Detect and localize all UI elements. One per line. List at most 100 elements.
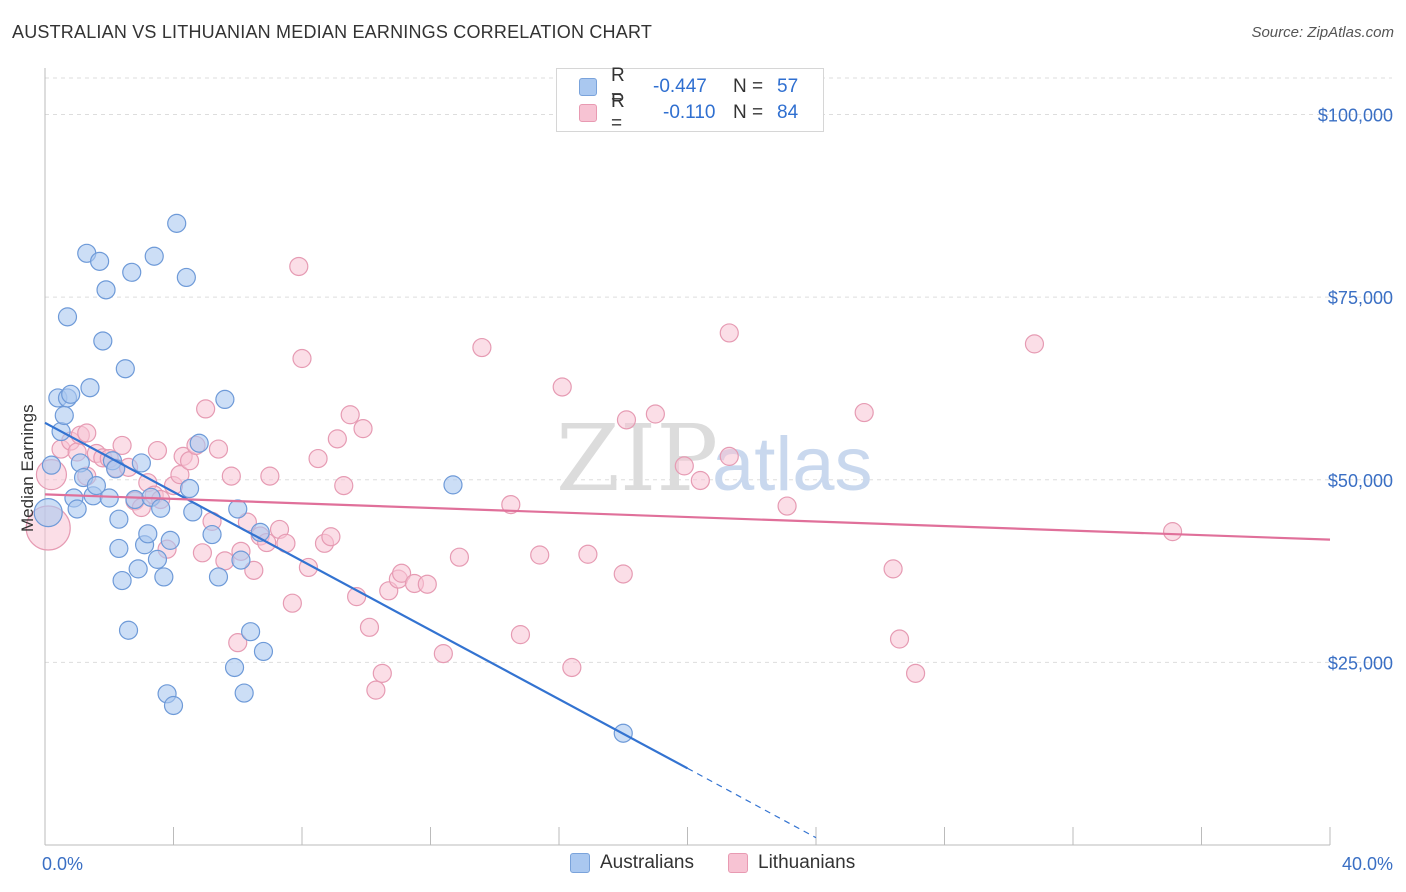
australians-point xyxy=(109,538,129,559)
lithuanians-point xyxy=(449,547,470,567)
x-tick-label: 40.0% xyxy=(1342,854,1393,874)
australians-point xyxy=(234,683,254,703)
lithuanians-point xyxy=(112,435,132,456)
lithuanians-point xyxy=(501,494,521,515)
lithuanians-swatch xyxy=(728,853,748,873)
australians-point xyxy=(109,509,129,529)
legend-label: Australians xyxy=(600,852,694,873)
lithuanians-point xyxy=(1024,334,1045,354)
lithuanians-point xyxy=(777,496,797,516)
australians-point xyxy=(215,389,235,410)
stats-row-australians: R = -0.447 N = 57 xyxy=(579,65,799,108)
axis-layer xyxy=(44,68,1331,846)
australians-point xyxy=(189,433,209,453)
australians-point xyxy=(33,498,63,528)
australians-point xyxy=(228,499,248,519)
australians-point xyxy=(125,489,145,510)
legend-item-australians[interactable]: Australians xyxy=(570,852,694,874)
n-value: 84 xyxy=(777,102,799,123)
lithuanians-point xyxy=(327,429,347,449)
stats-legend: R = -0.447 N = 57 R = -0.110 N = 84 xyxy=(556,65,824,134)
australians-point xyxy=(138,524,158,544)
australians-point xyxy=(80,378,100,398)
lithuanians-point xyxy=(282,593,302,613)
australians-point xyxy=(54,405,74,426)
australians-point xyxy=(163,695,184,716)
watermark-atlas: atlas xyxy=(712,422,873,507)
lithuanians-point xyxy=(530,545,550,565)
lithuanians-point xyxy=(292,348,312,369)
y-tick-label: $50,000 xyxy=(1328,471,1393,491)
r-value: -0.110 xyxy=(663,102,716,123)
stats-row-lithuanians: R = -0.110 N = 84 xyxy=(579,91,799,134)
lithuanians-point xyxy=(359,617,380,637)
australians-point xyxy=(57,307,78,327)
australians-point xyxy=(160,530,180,550)
legend-item-lithuanians[interactable]: Lithuanians xyxy=(728,852,855,874)
australians-point xyxy=(144,246,164,266)
australians-point xyxy=(151,498,171,518)
australians-swatch xyxy=(579,78,597,96)
lithuanians-swatch xyxy=(579,104,597,122)
lithuanians-point xyxy=(366,680,386,700)
lithuanians-point xyxy=(192,543,213,563)
lithuanians-point xyxy=(340,405,360,425)
lithuanians-point xyxy=(645,404,665,424)
lithuanians-point xyxy=(472,337,492,358)
australians-point xyxy=(41,455,62,475)
lithuanians-point xyxy=(719,323,739,343)
australians-point xyxy=(208,567,229,587)
lithuanians-point xyxy=(215,551,235,571)
r-value: -0.447 xyxy=(653,76,707,97)
lithuanians-point xyxy=(552,377,572,397)
australians-trend-extension xyxy=(687,767,817,839)
lithuanians-point xyxy=(578,544,598,564)
n-label: N = xyxy=(733,102,764,123)
lithuanians-trend-line xyxy=(44,493,1331,541)
legend-label: Lithuanians xyxy=(758,852,856,873)
lithuanians-point xyxy=(1162,522,1183,542)
australians-points xyxy=(33,213,633,743)
lithuanians-point xyxy=(334,476,354,496)
n-value: 57 xyxy=(777,76,799,97)
australians-point xyxy=(179,478,200,499)
australians-point xyxy=(154,567,174,587)
y-tick-label: $100,000 xyxy=(1318,106,1393,126)
australians-point xyxy=(253,641,274,662)
tick-labels: $25,000 $50,000 $75,000 $100,000 0.0% 40.0% xyxy=(42,106,1393,874)
australians-point xyxy=(122,262,142,282)
lithuanians-point xyxy=(690,470,710,491)
lithuanians-point xyxy=(510,625,531,645)
australians-point xyxy=(86,476,107,496)
lithuanians-point xyxy=(391,563,412,583)
lithuanians-point xyxy=(353,419,373,439)
australians-point xyxy=(61,384,81,404)
chart-title: AUSTRALIAN VS LITHUANIAN MEDIAN EARNINGS… xyxy=(12,22,653,42)
lithuanians-point xyxy=(289,256,309,277)
australians-point xyxy=(167,213,187,233)
lithuanians-point xyxy=(613,564,633,584)
australians-point xyxy=(118,620,139,640)
australians-point xyxy=(106,459,126,479)
lithuanians-point xyxy=(674,456,694,476)
watermark: ZIP atlas xyxy=(556,405,873,512)
lithuanians-point xyxy=(889,629,910,649)
australians-point xyxy=(241,622,261,642)
australians-point xyxy=(202,524,222,545)
australians-point xyxy=(90,251,110,271)
australians-point xyxy=(99,488,119,508)
y-tick-label: $75,000 xyxy=(1328,288,1393,308)
y-axis-label: Median Earnings xyxy=(18,404,37,532)
lithuanians-point xyxy=(562,657,582,678)
australians-point xyxy=(224,657,245,678)
lithuanians-point xyxy=(321,527,341,547)
r-label: R = xyxy=(611,91,625,134)
lithuanians-point xyxy=(854,402,874,423)
lithuanians-point xyxy=(433,644,453,664)
series-legend: Australians Lithuanians xyxy=(570,852,889,874)
lithuanians-point xyxy=(417,574,437,594)
lithuanians-point xyxy=(883,559,903,579)
lithuanians-point xyxy=(905,663,926,683)
australians-point xyxy=(67,499,87,519)
